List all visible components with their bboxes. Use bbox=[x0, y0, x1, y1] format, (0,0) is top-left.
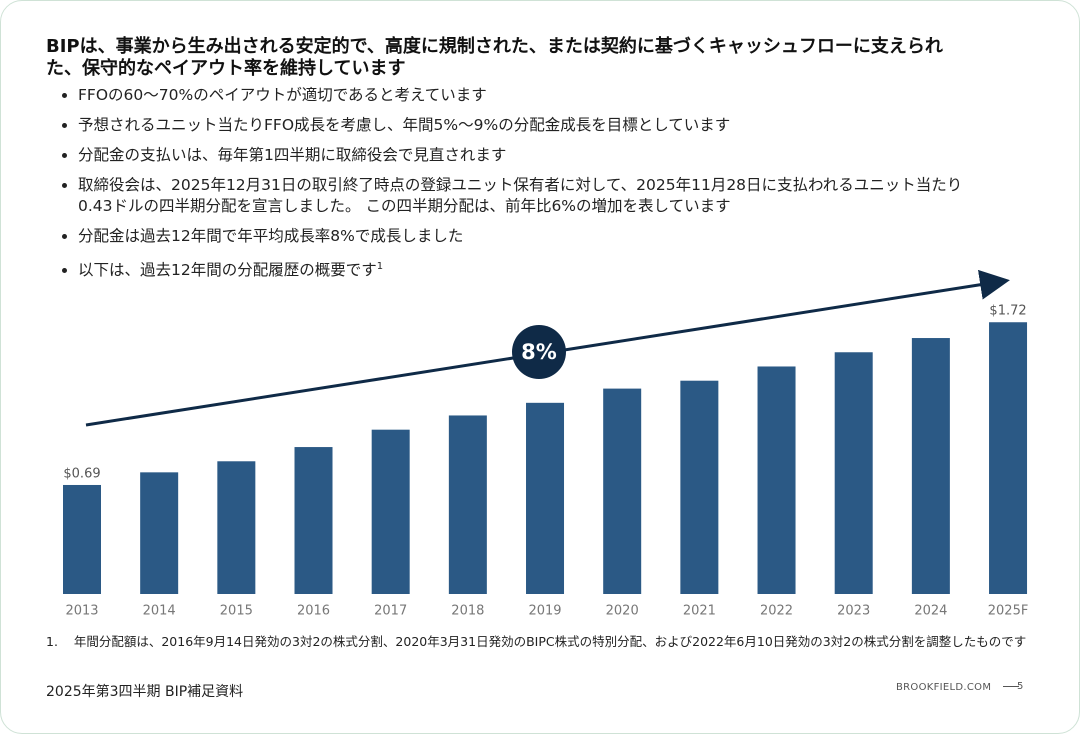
x-tick-label: 2014 bbox=[143, 604, 176, 619]
footnote: 1. 年間分配額は、2016年9月14日発効の3対2の株式分割、2020年3月3… bbox=[46, 631, 1026, 650]
separator bbox=[1003, 686, 1020, 687]
value-label: $1.72 bbox=[989, 304, 1026, 319]
slide-title: BIPは、事業から生み出される安定的で、高度に規制された、または契約に基づくキャ… bbox=[46, 36, 943, 79]
bar bbox=[680, 380, 719, 594]
bar bbox=[217, 461, 256, 594]
x-tick-label: 2025F bbox=[988, 604, 1029, 619]
footnote-text: 年間分配額は、2016年9月14日発効の3対2の株式分割、2020年3月31日発… bbox=[73, 634, 1027, 649]
bar bbox=[911, 338, 950, 594]
bullet: FFOの60～70%のペイアウトが適切であると考えています bbox=[78, 85, 983, 106]
x-tick-label: 2020 bbox=[606, 604, 639, 619]
value-label: $0.69 bbox=[63, 466, 100, 481]
bar bbox=[757, 366, 796, 594]
footnote-number: 1. bbox=[46, 634, 58, 649]
bullet-text: 以下は、過去12年間の分配履歴の概要です bbox=[78, 261, 377, 280]
bar bbox=[603, 388, 642, 594]
footnote-ref: 1 bbox=[376, 261, 384, 272]
bullet: 分配金の支払いは、毎年第1四半期に取締役会で見直されます bbox=[78, 145, 983, 166]
bar bbox=[834, 352, 873, 594]
x-tick-label: 2018 bbox=[451, 604, 484, 619]
bullet-list: FFOの60～70%のペイアウトが適切であると考えています 予想されるユニット当… bbox=[56, 85, 983, 290]
footer-site: BROOKFIELD.COM bbox=[896, 682, 1020, 693]
x-tick-label: 2023 bbox=[837, 604, 870, 619]
bullet: 以下は、過去12年間の分配履歴の概要です1 bbox=[78, 256, 983, 281]
site: BROOKFIELD.COM bbox=[896, 682, 992, 693]
x-tick-label: 2017 bbox=[374, 604, 407, 619]
footer-label: 2025年第3四半期 BIP補足資料 bbox=[46, 684, 244, 700]
bar bbox=[371, 429, 410, 594]
annotation-badge bbox=[512, 325, 566, 379]
bullet: 分配金は過去12年間で年平均成長率8%で成長しました bbox=[78, 226, 983, 247]
x-tick-label: 2016 bbox=[297, 604, 330, 619]
bar bbox=[526, 402, 565, 594]
bar bbox=[989, 322, 1028, 594]
x-tick-label: 2015 bbox=[220, 604, 253, 619]
bullet: 取締役会は、2025年12月31日の取引終了時点の登録ユニット保有者に対して、2… bbox=[78, 175, 983, 217]
bar bbox=[294, 447, 333, 594]
x-tick-label: 2022 bbox=[760, 604, 793, 619]
x-tick-label: 2019 bbox=[528, 604, 561, 619]
bar bbox=[140, 472, 179, 594]
page-number: 5 bbox=[1017, 681, 1024, 692]
x-tick-label: 2024 bbox=[914, 604, 947, 619]
bullet: 予想されるユニット当たりFFO成長を考慮し、年間5%～9%の分配金成長を目標とし… bbox=[78, 115, 983, 136]
x-tick-label: 2021 bbox=[683, 604, 716, 619]
annotation: 8% bbox=[521, 340, 557, 364]
x-tick-label: 2013 bbox=[65, 604, 98, 619]
bar bbox=[63, 484, 101, 594]
bar bbox=[448, 415, 487, 594]
